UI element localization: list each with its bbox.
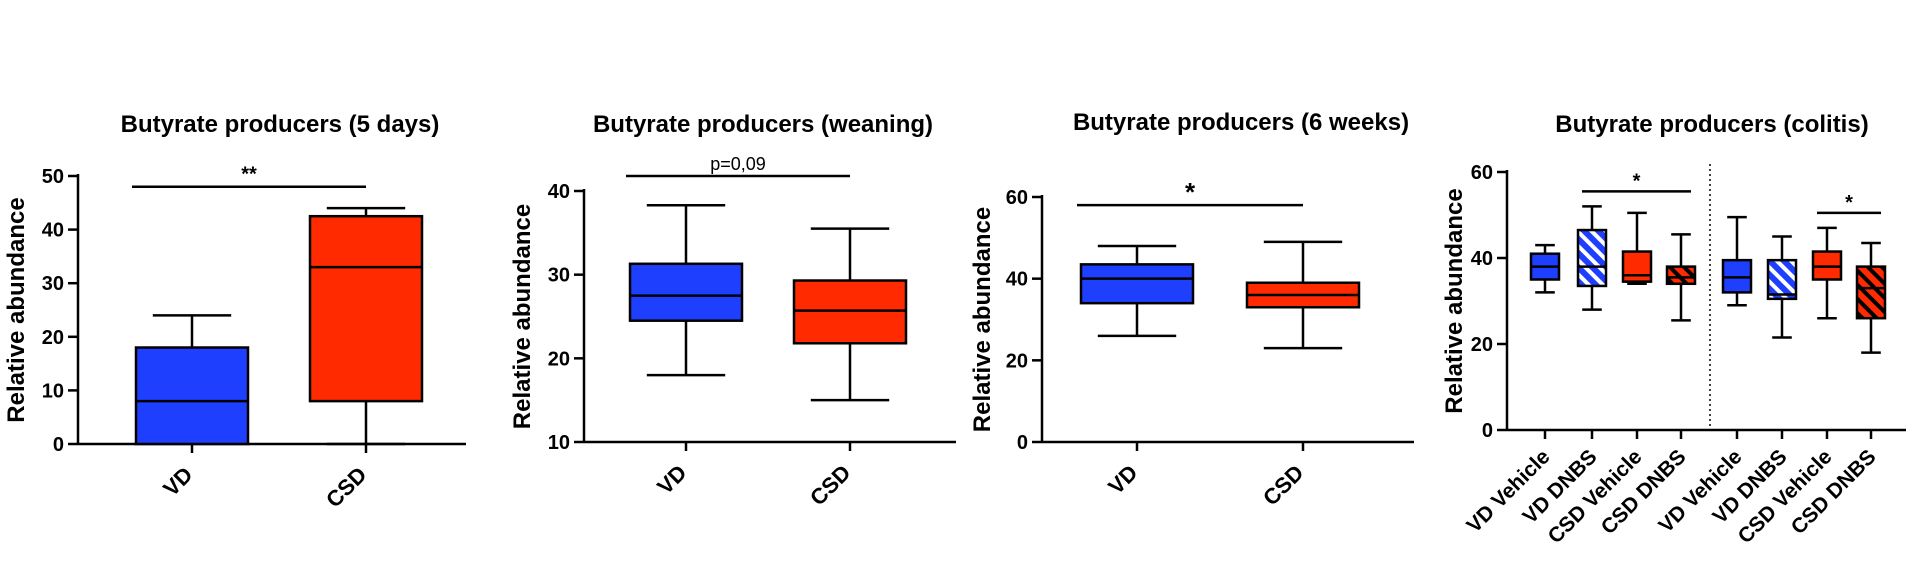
y-axis-label: Relative abundance	[969, 207, 996, 432]
y-tick-label: 20	[548, 348, 570, 370]
box-iqr	[628, 262, 744, 322]
y-tick-label: 50	[42, 166, 64, 188]
x-category-label: VD	[158, 462, 197, 501]
y-tick-label: 20	[1471, 334, 1493, 356]
y-axis-label: Relative abundance	[3, 197, 30, 422]
significance-label: p=0,09	[710, 154, 766, 174]
box-iqr	[1079, 263, 1195, 305]
y-tick-label: 20	[42, 327, 64, 349]
box-iqr	[1576, 228, 1608, 288]
box-iqr	[1621, 250, 1653, 283]
x-category-label: CSD	[321, 462, 372, 513]
chart-title: Butyrate producers (5 days)	[121, 111, 440, 138]
significance-label: **	[241, 164, 257, 186]
y-tick-label: 30	[548, 265, 570, 287]
y-tick-label: 60	[1471, 162, 1493, 184]
y-tick-label: 60	[1006, 187, 1028, 209]
chart-title: Butyrate producers (6 weeks)	[1073, 109, 1409, 136]
x-category-label: VD	[652, 460, 691, 499]
chart-title: Butyrate producers (weaning)	[593, 111, 933, 138]
box-iqr	[308, 214, 424, 403]
y-tick-label: 40	[548, 181, 570, 203]
y-tick-label: 0	[1017, 432, 1028, 454]
chart-panel-4: Butyrate producers (colitis) Relative abu…	[1441, 111, 1906, 548]
chart-title: Butyrate producers (colitis)	[1555, 111, 1868, 138]
box-2: CSD	[792, 227, 908, 511]
y-axis-label: Relative abundance	[1441, 188, 1468, 413]
y-tick-label: 0	[53, 434, 64, 456]
significance-label: *	[1633, 170, 1641, 192]
y-tick-label: 40	[1006, 269, 1028, 291]
y-tick-label: 40	[1471, 248, 1493, 270]
y-tick-label: 40	[42, 220, 64, 242]
y-tick-label: 20	[1006, 350, 1028, 372]
box-iqr	[1855, 265, 1887, 320]
y-tick-label: 30	[42, 273, 64, 295]
x-category-label: CSD	[805, 460, 856, 511]
x-category-label: CSD	[1258, 460, 1309, 511]
box-2: CSD	[308, 206, 424, 513]
box-iqr	[1766, 258, 1798, 301]
box-iqr	[134, 346, 250, 446]
chart-panel-1: Butyrate producers (5 days) Relative abun…	[3, 111, 466, 512]
y-tick-label: 0	[1482, 420, 1493, 442]
x-category-label: VD	[1103, 460, 1142, 499]
y-tick-label: 10	[548, 432, 570, 454]
y-tick-label: 10	[42, 380, 64, 402]
significance-label: *	[1845, 192, 1853, 214]
chart-panel-3: Butyrate producers (6 weeks) Relative abu…	[969, 109, 1414, 510]
box-iqr	[1665, 265, 1697, 286]
chart-panel-2: Butyrate producers (weaning) Relative abu…	[509, 111, 956, 510]
y-axis-label: Relative abundance	[509, 204, 536, 429]
box-1: VD	[134, 314, 250, 501]
box-1: VD	[628, 203, 744, 499]
significance-label: *	[1185, 177, 1196, 207]
box-iqr	[792, 279, 908, 345]
box-2: CSD	[1245, 240, 1361, 511]
box-1: VD	[1079, 244, 1195, 499]
